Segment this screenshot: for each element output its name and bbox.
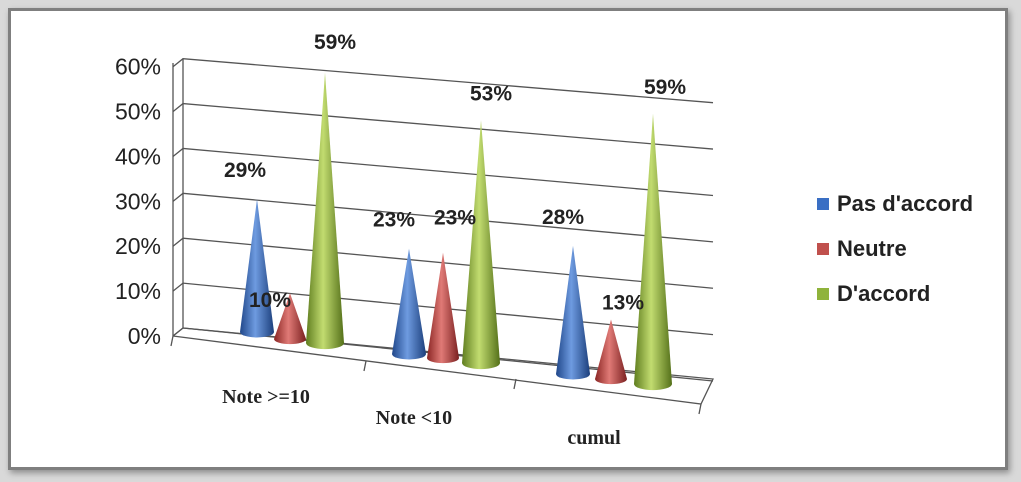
gridline — [172, 237, 714, 289]
data-label: 13% — [602, 291, 644, 314]
y-tick-label: 50% — [115, 99, 161, 125]
cone-bar — [556, 245, 590, 380]
gridline — [172, 327, 714, 382]
legend-swatch — [817, 198, 829, 210]
gridlines — [172, 58, 714, 382]
data-label: 10% — [249, 289, 291, 312]
y-tick-label: 20% — [115, 233, 161, 259]
x-tick-mark — [513, 378, 517, 390]
legend-label: D'accord — [837, 281, 930, 306]
data-label: 29% — [224, 159, 266, 182]
gridline — [172, 102, 714, 150]
gridline — [172, 192, 714, 243]
gridline — [172, 147, 714, 197]
cone-chart: 0% 10% 20% 30% 40% 50% 60% Note >=10 Note <10 cu… — [115, 31, 973, 449]
cone-bar — [634, 113, 672, 391]
cone-bar — [427, 252, 459, 364]
cone-bar — [392, 248, 426, 360]
x-category-label: Note <10 — [376, 407, 452, 429]
cone-bar — [462, 120, 500, 370]
legend-label: Pas d'accord — [837, 191, 973, 216]
legend-swatch — [817, 288, 829, 300]
x-category-label: cumul — [567, 427, 621, 449]
legend-label: Neutre — [837, 236, 907, 261]
data-label: 59% — [314, 31, 356, 54]
legend-swatch — [817, 243, 829, 255]
y-axis-ticks: 0% 10% 20% 30% 40% 50% 60% — [115, 54, 161, 349]
y-tick-label: 0% — [128, 323, 161, 349]
cone-bar — [595, 319, 627, 385]
y-tick-label: 30% — [115, 188, 161, 214]
y-tick-label: 10% — [115, 278, 161, 304]
x-tick-mark — [170, 335, 174, 347]
x-tick-mark — [698, 403, 702, 415]
y-tick-label: 60% — [115, 54, 161, 80]
x-category-label: Note >=10 — [222, 386, 310, 408]
y-tick-label: 40% — [115, 143, 161, 169]
cone-marks — [240, 72, 672, 391]
data-label: 59% — [644, 76, 686, 99]
cone-bar — [274, 293, 306, 345]
legend: Pas d'accord Neutre D'accord — [817, 191, 973, 306]
cone-bar — [306, 72, 344, 350]
data-label: 53% — [470, 82, 512, 105]
gridline — [172, 282, 714, 336]
cone-bar — [240, 199, 274, 338]
x-tick-mark — [363, 360, 367, 372]
x-axis-categories: Note >=10 Note <10 cumul — [222, 386, 621, 449]
chart-frame: 0% 10% 20% 30% 40% 50% 60% Note >=10 Note <10 cu… — [8, 8, 1008, 470]
data-label: 28% — [542, 206, 584, 229]
data-labels: 29% 10% 59% 23% 23% 53% 28% 13% 59% — [224, 31, 686, 315]
data-label: 23% — [373, 209, 415, 232]
data-label: 23% — [434, 207, 476, 230]
gridline — [172, 58, 714, 104]
